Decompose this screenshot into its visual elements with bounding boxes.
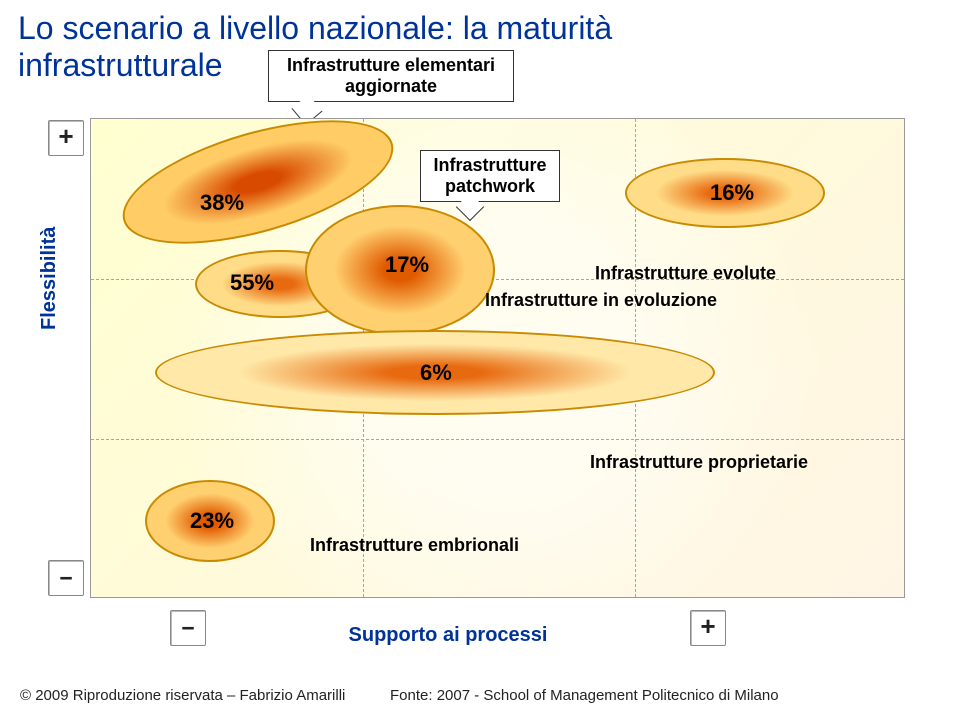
source: Fonte: 2007 - School of Management Polit… <box>390 687 779 704</box>
y-minus-box: – <box>48 560 84 596</box>
pct-b23: 23% <box>190 508 234 534</box>
label-proprietarie: Infrastrutture proprietarie <box>590 452 808 473</box>
pct-b6: 6% <box>420 360 452 386</box>
callout-patchwork-l1: Infrastrutture <box>433 155 546 175</box>
minus-symbol-2: – <box>180 613 196 643</box>
callout-elementari: Infrastrutture elementari aggiornate <box>268 50 514 102</box>
pct-b38: 38% <box>200 190 244 216</box>
x-minus-box: – <box>170 610 206 646</box>
callout-patchwork-l2: patchwork <box>445 176 535 196</box>
label-embrionali: Infrastrutture embrionali <box>310 535 519 556</box>
title-line-2: infrastrutturale <box>18 47 223 83</box>
y-axis-label: Flessibilità <box>38 227 61 330</box>
pct-b55: 55% <box>230 270 274 296</box>
minus-symbol: – <box>58 563 74 593</box>
grid-h-2 <box>91 439 904 440</box>
x-axis-label: Supporto ai processi <box>349 624 548 647</box>
callout-elementari-l2: aggiornate <box>345 76 437 96</box>
callout-patchwork: Infrastrutture patchwork <box>420 150 560 202</box>
y-plus-box: + <box>48 120 84 156</box>
plus-symbol: + <box>58 123 74 153</box>
pct-b17: 17% <box>385 252 429 278</box>
label-in-evoluzione: Infrastrutture in evoluzione <box>485 290 717 311</box>
x-plus-box: + <box>690 610 726 646</box>
callout-elementari-l1: Infrastrutture elementari <box>287 55 495 75</box>
pct-b16: 16% <box>710 180 754 206</box>
title-line-1: Lo scenario a livello nazionale: la matu… <box>18 10 612 46</box>
copyright: © 2009 Riproduzione riservata – Fabrizio… <box>20 687 345 704</box>
label-evolute: Infrastrutture evolute <box>595 263 776 284</box>
plus-symbol-2: + <box>700 613 716 643</box>
